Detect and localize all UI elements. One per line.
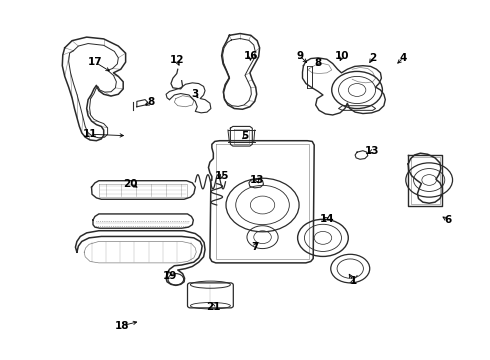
Text: 13: 13 xyxy=(250,175,265,185)
Text: 11: 11 xyxy=(83,129,98,139)
Text: 5: 5 xyxy=(242,131,248,141)
Text: 1: 1 xyxy=(349,276,357,286)
Text: 2: 2 xyxy=(369,53,376,63)
Text: 20: 20 xyxy=(123,179,138,189)
Text: 7: 7 xyxy=(251,242,258,252)
Text: 19: 19 xyxy=(163,271,177,281)
Text: 17: 17 xyxy=(88,57,102,67)
Text: 8: 8 xyxy=(148,97,155,107)
Text: 14: 14 xyxy=(319,214,334,224)
Text: 9: 9 xyxy=(296,51,303,61)
Text: 8: 8 xyxy=(315,58,322,68)
Text: 4: 4 xyxy=(400,53,407,63)
Text: 18: 18 xyxy=(115,321,129,331)
Text: 15: 15 xyxy=(214,171,229,181)
Text: 13: 13 xyxy=(365,147,379,157)
Text: 21: 21 xyxy=(206,302,220,312)
Text: 10: 10 xyxy=(335,51,350,61)
Text: 12: 12 xyxy=(170,55,184,65)
Text: 6: 6 xyxy=(444,215,451,225)
Text: 16: 16 xyxy=(244,51,258,61)
Text: 3: 3 xyxy=(192,89,199,99)
